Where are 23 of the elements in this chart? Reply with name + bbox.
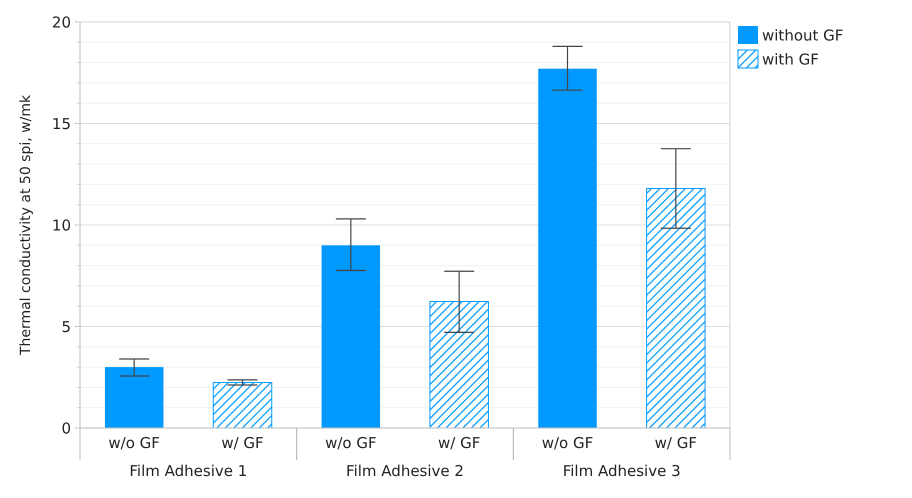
bar <box>322 245 380 428</box>
y-tick-label: 5 <box>61 318 71 336</box>
bar <box>212 382 272 428</box>
bar <box>104 367 164 428</box>
legend-label: without GF <box>762 26 844 44</box>
y-tick-label: 10 <box>52 216 71 234</box>
x-tick-label: w/o GF <box>108 434 160 452</box>
x-tick-label: w/ GF <box>438 434 480 452</box>
y-axis-title: Thermal conductivity at 50 spi, w/mk <box>18 94 34 356</box>
bar <box>538 68 597 428</box>
text: Film Adhesive 3 <box>562 462 681 480</box>
legend-label: with GF <box>762 50 819 68</box>
bar <box>646 188 706 428</box>
x-tick-label: w/ GF <box>221 434 264 452</box>
text: Film Adhesive 2 <box>346 462 464 480</box>
bar <box>429 301 489 428</box>
x-tick-label: w/o GF <box>542 434 594 452</box>
y-tick-label: 0 <box>61 419 71 438</box>
text: Film Adhesive 1 <box>129 462 248 480</box>
x-tick-label: w/o GF <box>325 434 377 452</box>
y-tick-label: 15 <box>52 114 71 133</box>
x-tick-label: w/ GF <box>654 434 698 452</box>
y-tick-label: 20 <box>52 13 71 32</box>
